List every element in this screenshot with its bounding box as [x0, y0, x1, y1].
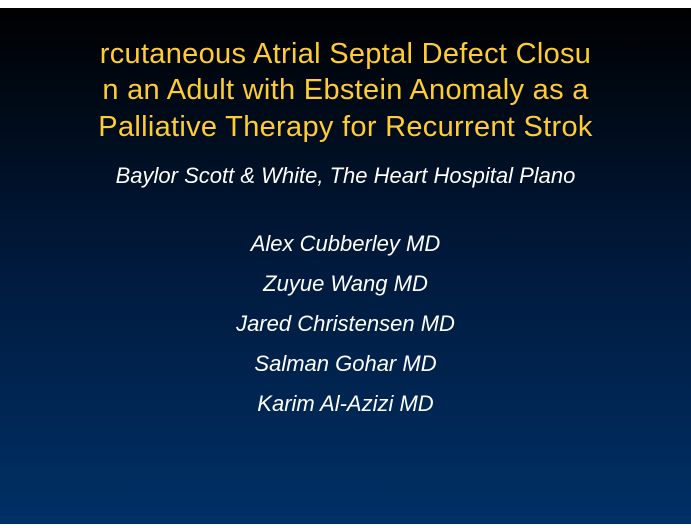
presentation-slide: rcutaneous Atrial Septal Defect Closu n …: [0, 8, 691, 524]
authors-list: Alex Cubberley MD Zuyue Wang MD Jared Ch…: [236, 231, 455, 417]
author-item: Jared Christensen MD: [236, 311, 455, 337]
author-item: Alex Cubberley MD: [251, 231, 441, 257]
author-item: Zuyue Wang MD: [263, 271, 428, 297]
title-line-1: rcutaneous Atrial Septal Defect Closu: [98, 36, 592, 72]
slide-title: rcutaneous Atrial Septal Defect Closu n …: [98, 36, 592, 145]
title-line-2: n an Adult with Ebstein Anomaly as a: [98, 72, 592, 108]
institution-name: Baylor Scott & White, The Heart Hospital…: [116, 163, 576, 189]
title-line-3: Palliative Therapy for Recurrent Strok: [98, 109, 592, 145]
author-item: Karim Al-Azizi MD: [257, 391, 433, 417]
author-item: Salman Gohar MD: [254, 351, 436, 377]
